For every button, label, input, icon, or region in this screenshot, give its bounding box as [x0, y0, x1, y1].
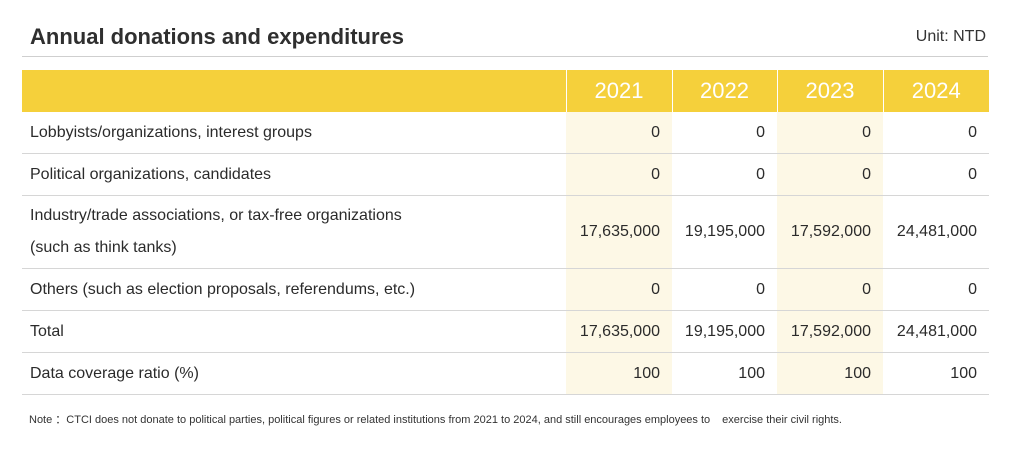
table-row-total: Total 17,635,000 19,195,000 17,592,000 2… [22, 310, 989, 353]
row-label-line-2: (such as think tanks) [30, 239, 177, 256]
cell-2023: 0 [777, 153, 883, 196]
cell-2022: 0 [672, 112, 777, 154]
table-row-coverage: Data coverage ratio (%) 100 100 100 100 [22, 352, 989, 395]
cell-2022: 19,195,000 [672, 195, 777, 269]
cell-2023: 17,592,000 [777, 195, 883, 269]
table-row: Political organizations, candidates 0 0 … [22, 153, 989, 196]
footnote: Note ：CTCI does not donate to political … [29, 411, 842, 427]
cell-2021: 0 [566, 268, 672, 311]
donations-table: 2021 2022 2023 2024 Lobbyists/organizati… [22, 70, 989, 395]
year-header-2023: 2023 [776, 70, 883, 112]
cell-2024: 24,481,000 [883, 310, 989, 353]
cell-2023: 0 [777, 268, 883, 311]
row-label: Industry/trade associations, or tax-free… [22, 195, 566, 269]
row-label: Others (such as election proposals, refe… [22, 268, 566, 311]
footnote-text-part-2: exercise their civil rights. [722, 414, 842, 426]
table-header-row: 2021 2022 2023 2024 [22, 70, 989, 112]
page-title: Annual donations and expenditures [30, 24, 405, 49]
year-header-2021: 2021 [565, 70, 672, 112]
cell-2022: 19,195,000 [672, 310, 777, 353]
unit-label: Unit: NTD [915, 28, 986, 45]
cell-2024: 0 [883, 112, 989, 154]
footnote-prefix: Note ： [29, 414, 67, 426]
row-label: Lobbyists/organizations, interest groups [22, 112, 566, 154]
cell-2021: 100 [566, 352, 672, 395]
table-row: Industry/trade associations, or tax-free… [22, 195, 989, 269]
row-label: Data coverage ratio (%) [22, 352, 566, 395]
cell-2022: 0 [672, 153, 777, 196]
row-label: Political organizations, candidates [22, 153, 566, 196]
table-row: Lobbyists/organizations, interest groups… [22, 112, 989, 154]
row-label-line-1: Industry/trade associations, or tax-free… [30, 207, 402, 224]
cell-2021: 0 [566, 112, 672, 154]
cell-2022: 100 [672, 352, 777, 395]
table-header-bar: Annual donations and expenditures Unit: … [22, 14, 988, 57]
cell-2021: 17,635,000 [566, 310, 672, 353]
cell-2023: 17,592,000 [777, 310, 883, 353]
cell-2023: 0 [777, 112, 883, 154]
cell-2021: 0 [566, 153, 672, 196]
year-header-2022: 2022 [671, 70, 777, 112]
cell-2024: 100 [883, 352, 989, 395]
footnote-text-part-1: CTCI does not donate to political partie… [66, 414, 711, 426]
table-row: Others (such as election proposals, refe… [22, 268, 989, 311]
cell-2024: 0 [883, 268, 989, 311]
cell-2021: 17,635,000 [566, 195, 672, 269]
cell-2024: 0 [883, 153, 989, 196]
year-header-2024: 2024 [882, 70, 989, 112]
cell-2023: 100 [777, 352, 883, 395]
header-label-cell [22, 70, 566, 112]
cell-2022: 0 [672, 268, 777, 311]
row-label: Total [22, 310, 566, 353]
cell-2024: 24,481,000 [883, 195, 989, 269]
